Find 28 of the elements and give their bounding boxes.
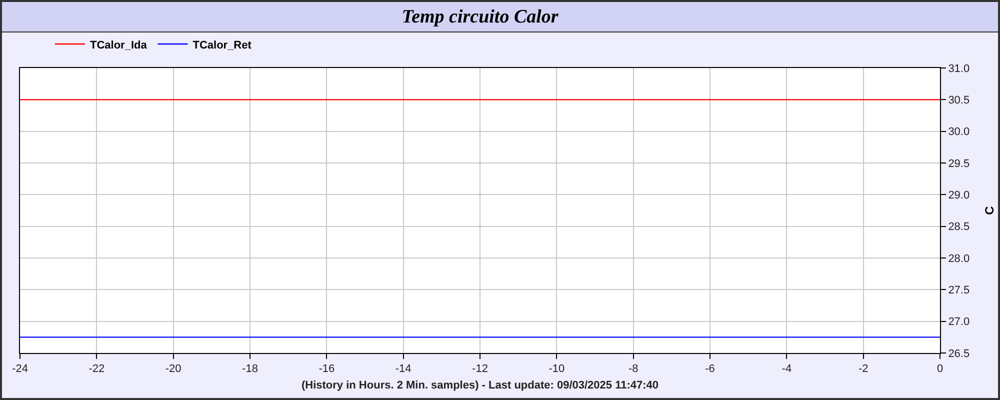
y-tick-label: 31.0 <box>948 62 970 75</box>
x-tick-label: -20 <box>165 363 182 376</box>
y-tick-label: 30.0 <box>948 126 970 138</box>
y-tick-label: 29.0 <box>948 190 970 202</box>
y-tick-label: 27.5 <box>948 284 970 297</box>
x-tick-label: -16 <box>318 363 335 376</box>
x-tick-label: -18 <box>242 363 258 376</box>
legend-label: TCalor_Ida <box>90 39 148 52</box>
y-tick-label: 30.5 <box>948 94 970 107</box>
x-tick-label: -14 <box>395 363 412 376</box>
y-tick-label: 26.5 <box>948 348 970 360</box>
y-tick-label: 28.5 <box>948 221 970 234</box>
x-tick-label: 0 <box>936 363 944 376</box>
x-tick-label: -8 <box>628 363 638 376</box>
y-axis-title: C <box>982 206 997 215</box>
y-tick-label: 28.0 <box>948 252 970 265</box>
x-axis-title: (History in Hours. 2 Min. samples) - Last update: 09/03/2025 11:47:40 <box>301 379 659 392</box>
x-tick-label: -22 <box>88 363 105 376</box>
x-tick-label: -6 <box>705 363 715 376</box>
x-tick-label: -12 <box>472 363 488 376</box>
x-tick-label: -2 <box>858 363 868 376</box>
y-tick-label: 29.5 <box>948 158 970 170</box>
chart-title: Temp circuito Calor <box>402 6 559 28</box>
legend-label: TCalor_Ret <box>192 39 252 52</box>
x-tick-label: -24 <box>12 363 28 376</box>
x-tick-label: -4 <box>782 363 792 376</box>
x-tick-label: -10 <box>548 363 565 376</box>
y-tick-label: 27.0 <box>948 316 970 328</box>
